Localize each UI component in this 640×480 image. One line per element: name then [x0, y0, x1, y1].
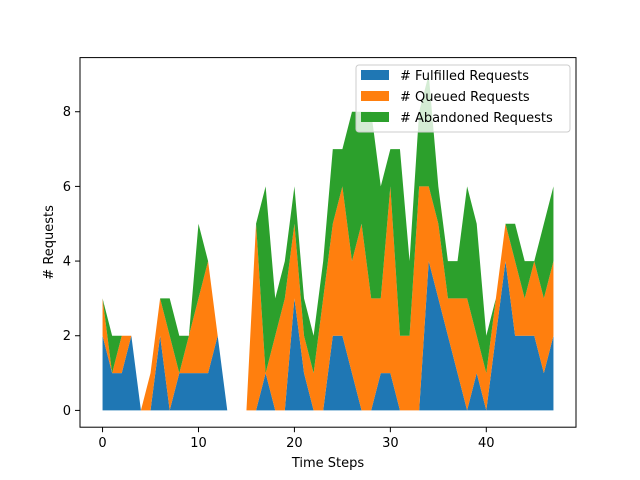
area-series-group: [102, 74, 554, 411]
x-axis-label: Time Steps: [291, 456, 365, 471]
y-tick-label: 2: [63, 329, 71, 344]
x-tick-label: 30: [382, 436, 399, 451]
x-tick-label: 20: [286, 436, 303, 451]
area-queued-requests: [102, 186, 554, 411]
plot-frame: [79, 57, 577, 428]
legend: # Fulfilled Requests # Queued Requests #…: [355, 64, 571, 133]
x-tick-label: 0: [98, 436, 106, 451]
area-abandoned-requests: [102, 74, 554, 411]
x-tick-label: 40: [478, 436, 495, 451]
legend-label-queued: # Queued Requests: [400, 90, 530, 105]
y-tick-label: 6: [63, 180, 71, 195]
y-axis-ticks: 0 2 4 6 8: [63, 105, 80, 419]
area-fulfilled-requests: [102, 261, 554, 411]
legend-box: [355, 64, 571, 133]
legend-swatch-fulfilled: [361, 70, 389, 80]
legend-swatch-abandoned: [361, 112, 389, 122]
legend-label-fulfilled: # Fulfilled Requests: [400, 69, 529, 84]
y-tick-label: 4: [63, 255, 71, 270]
y-tick-label: 8: [63, 105, 71, 120]
legend-swatch-queued: [361, 91, 389, 101]
x-tick-label: 10: [190, 436, 207, 451]
legend-label-abandoned: # Abandoned Requests: [400, 111, 553, 126]
y-tick-label: 0: [63, 404, 71, 419]
x-axis-ticks: 0 10 20 30 40: [98, 427, 495, 451]
y-axis-label: # Requests: [42, 205, 57, 280]
